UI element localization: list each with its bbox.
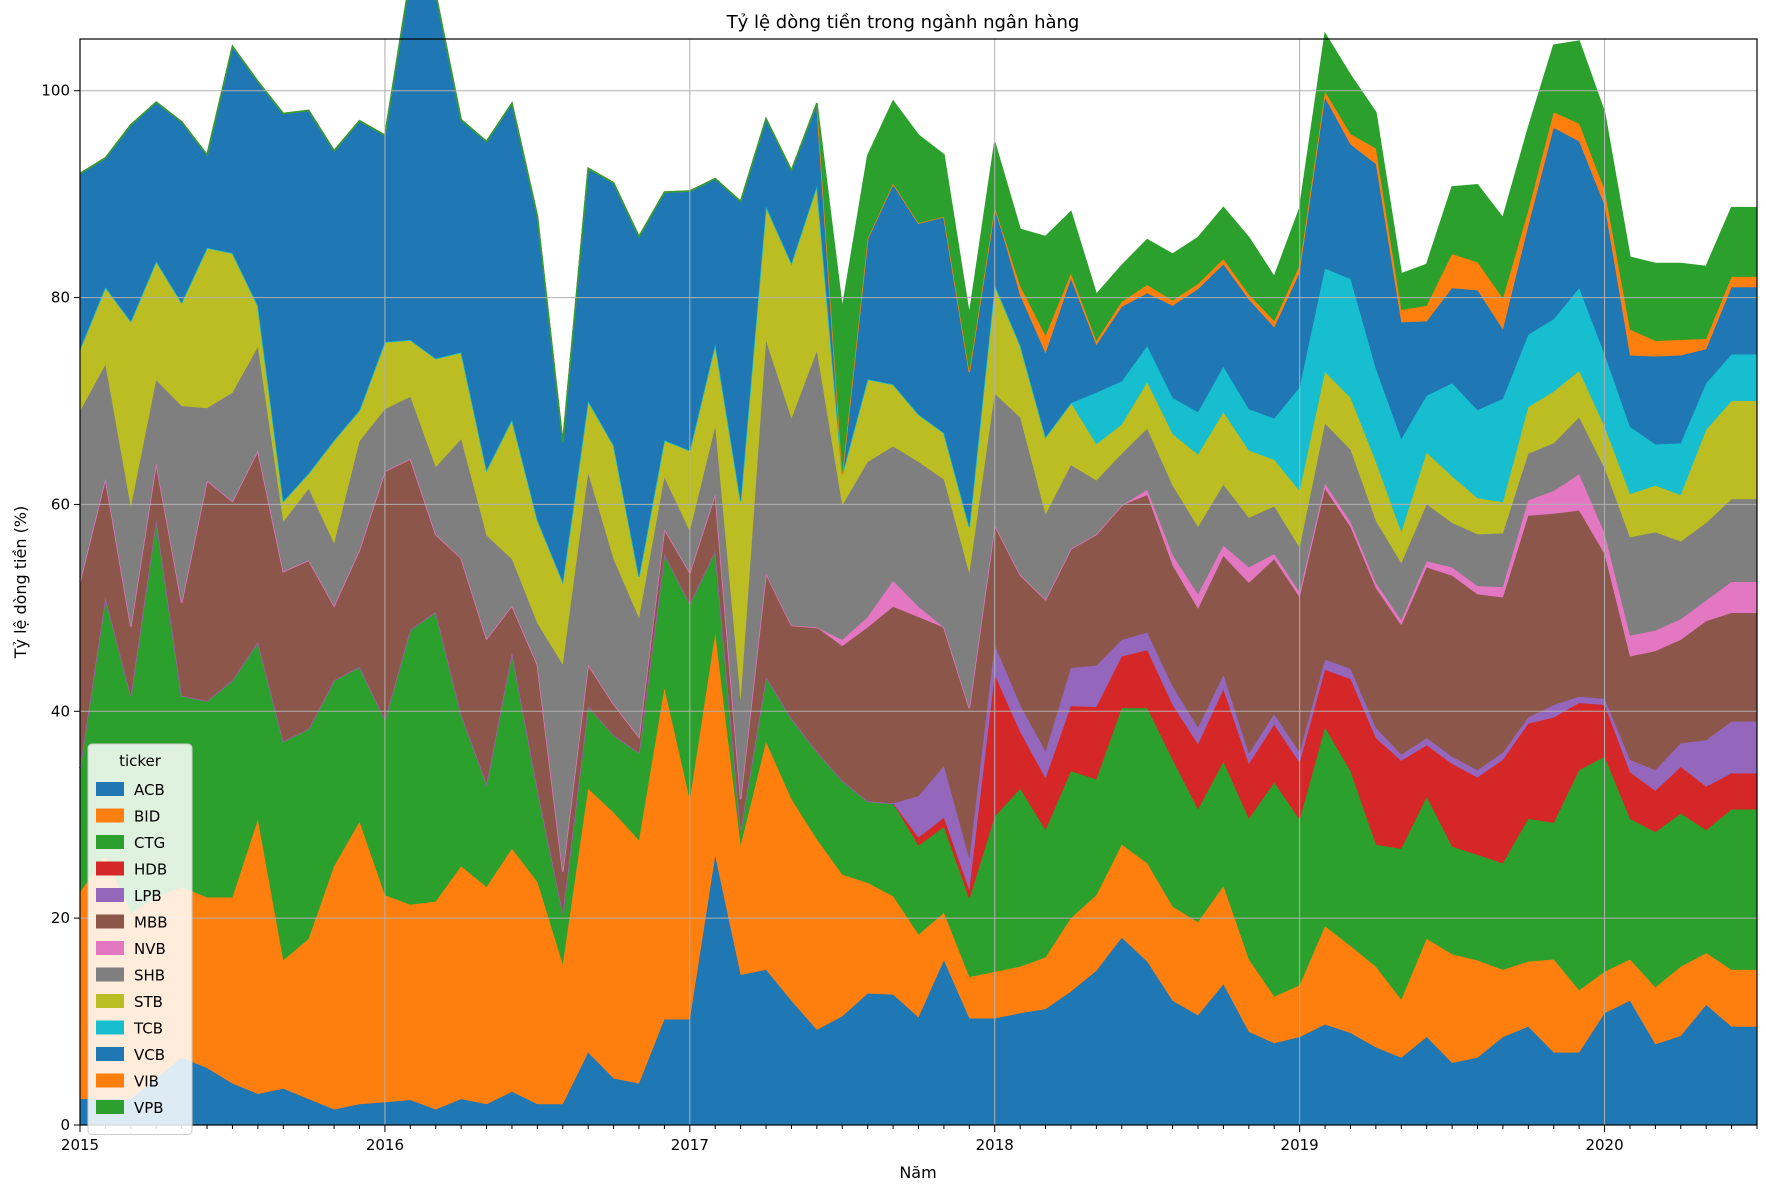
legend-swatch-stb <box>96 994 124 1008</box>
x-tick-label: 2018 <box>976 1136 1014 1154</box>
y-tick-label: 40 <box>51 702 70 720</box>
area-mbb <box>80 450 1757 913</box>
y-tick-label: 20 <box>51 909 70 927</box>
area-shb <box>80 341 1757 872</box>
y-axis-label: Tỷ lệ dòng tiền (%) <box>11 506 30 660</box>
area-lpb <box>80 519 1757 913</box>
legend-swatch-nvb <box>96 941 124 955</box>
legend-label-lpb: LPB <box>134 887 162 905</box>
legend-title: ticker <box>119 752 162 770</box>
legend-label-shb: SHB <box>134 967 165 985</box>
legend-swatch-vcb <box>96 1047 124 1061</box>
legend-swatch-acb <box>96 782 124 796</box>
legend-label-bid: BID <box>134 808 160 826</box>
legend-swatch-mbb <box>96 914 124 929</box>
legend-label-acb: ACB <box>134 781 165 799</box>
legend-swatch-lpb <box>96 888 124 902</box>
legend-label-nvb: NVB <box>134 940 166 958</box>
area-vcb <box>80 0 1757 582</box>
legend-label-tcb: TCB <box>133 1020 163 1038</box>
legend-label-stb: STB <box>134 993 163 1011</box>
y-tick-label: 100 <box>41 82 70 100</box>
y-tick-label: 60 <box>51 495 70 513</box>
y-axis-ticks: 0 20 40 60 80 100 <box>41 82 80 1134</box>
legend-label-ctg: CTG <box>134 834 165 852</box>
area-bid <box>80 633 1757 1110</box>
legend-swatch-tcb <box>96 1020 124 1035</box>
x-tick-label: 2017 <box>671 1136 709 1154</box>
legend-swatch-vib <box>96 1073 124 1088</box>
legend-label-hdb: HDB <box>134 861 167 879</box>
legend-label-vcb: VCB <box>134 1046 165 1064</box>
legend-label-vpb: VPB <box>134 1099 164 1117</box>
y-tick-label: 80 <box>51 289 70 307</box>
legend-swatch-ctg <box>96 835 124 849</box>
chart-title: Tỷ lệ dòng tiền trong ngành ngân hàng <box>726 12 1080 33</box>
x-tick-label: 2016 <box>366 1136 404 1154</box>
x-tick-label: 2019 <box>1281 1136 1319 1154</box>
x-tick-label: 2020 <box>1585 1136 1623 1154</box>
area-tcb <box>80 185 1757 582</box>
legend-label-vib: VIB <box>134 1073 159 1091</box>
x-axis-ticks: 2015 2016 2017 2018 2019 2020 <box>61 1125 1758 1154</box>
y-tick-label: 0 <box>60 1116 70 1134</box>
legend-swatch-vpb <box>96 1100 124 1114</box>
x-axis-label: Năm <box>899 1163 936 1182</box>
plot-frame <box>79 38 1758 1126</box>
area-ctg <box>80 519 1757 1000</box>
legend-swatch-shb <box>96 967 124 982</box>
area-acb <box>80 856 1757 1125</box>
legend-label-mbb: MBB <box>134 914 168 932</box>
legend-swatch-bid <box>96 808 124 823</box>
area-stb <box>80 185 1757 701</box>
x-tick-label: 2015 <box>61 1136 99 1154</box>
legend: ticker ACB BID CTG HDB LPB MBB NVB SHB STB TCB VCB V… <box>87 743 193 1135</box>
line-vpb <box>79 0 1757 443</box>
legend-swatch-hdb <box>96 861 124 876</box>
area-vib <box>80 0 1757 475</box>
area-layers <box>79 0 1757 1125</box>
